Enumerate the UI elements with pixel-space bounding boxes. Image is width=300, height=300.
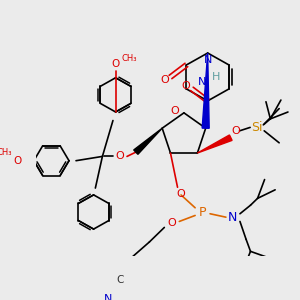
Text: N: N — [104, 294, 112, 300]
Text: O: O — [167, 218, 176, 228]
Text: N: N — [228, 211, 238, 224]
Text: O: O — [14, 156, 22, 166]
Text: Si: Si — [251, 121, 263, 134]
Text: N: N — [203, 55, 212, 65]
Text: O: O — [171, 106, 179, 116]
Text: O: O — [232, 126, 240, 136]
Text: C: C — [117, 274, 124, 285]
Text: N: N — [198, 77, 206, 87]
Text: O: O — [112, 59, 120, 69]
Text: P: P — [198, 206, 206, 219]
Polygon shape — [202, 53, 209, 128]
Text: O: O — [116, 152, 124, 161]
Text: CH₃: CH₃ — [0, 148, 12, 157]
Polygon shape — [197, 135, 232, 153]
Polygon shape — [134, 128, 162, 154]
Text: O: O — [160, 74, 169, 85]
Text: H: H — [212, 72, 220, 82]
Text: CH₃: CH₃ — [122, 55, 137, 64]
Text: O: O — [177, 189, 185, 199]
Text: O: O — [181, 81, 190, 91]
